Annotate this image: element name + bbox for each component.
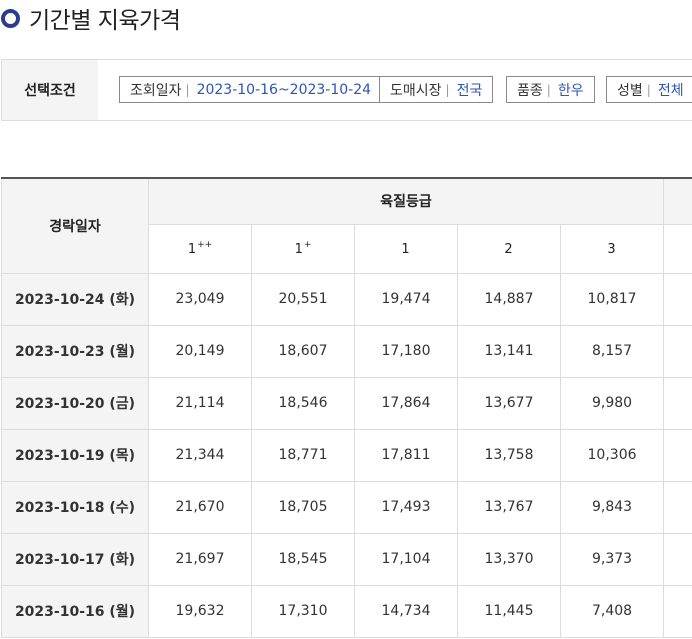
truncated-cell [663, 376, 692, 430]
truncated-cell [663, 480, 692, 534]
price-cell: 9,373 [559, 532, 665, 586]
grade-header: 2 [457, 223, 561, 274]
table-row: 2023-10-16 (월) 19,632 17,310 14,734 11,4… [1, 584, 692, 638]
price-cell: 18,705 [251, 480, 355, 534]
price-cell: 13,370 [457, 532, 561, 586]
price-cell: 21,670 [148, 480, 252, 534]
truncated-header [663, 223, 692, 274]
condition-value: 2023-10-16~2023-10-24 [196, 81, 372, 98]
price-cell: 18,545 [251, 532, 355, 586]
price-cell: 14,734 [354, 584, 458, 638]
condition-value: 전체 [657, 82, 684, 99]
price-cell: 18,546 [251, 376, 355, 430]
price-cell: 14,887 [457, 272, 561, 326]
price-cell: 13,767 [457, 480, 561, 534]
price-cell: 18,771 [251, 428, 355, 482]
price-cell: 7,408 [559, 584, 665, 638]
grade-header: 1++ [148, 223, 252, 274]
table-row: 2023-10-19 (목) 21,344 18,771 17,811 13,7… [1, 428, 692, 482]
price-cell: 17,104 [354, 532, 458, 586]
separator: | [546, 82, 551, 97]
truncated-cell [663, 584, 692, 638]
price-cell: 10,817 [559, 272, 665, 326]
price-cell: 19,632 [148, 584, 252, 638]
price-cell: 21,344 [148, 428, 252, 482]
price-cell: 21,697 [148, 532, 252, 586]
quality-grade-header: 육질등급 [147, 177, 665, 225]
search-conditions: 선택조건 조회일자 | 2023-10-16~2023-10-24 도매시장 |… [1, 59, 692, 121]
date-column-header: 경락일자 [1, 177, 149, 274]
title-bullet-icon [1, 8, 20, 28]
page-title: 기간별 지육가격 [29, 8, 181, 34]
separator: | [646, 82, 651, 97]
price-cell: 13,677 [457, 376, 561, 430]
row-date: 2023-10-19 (목) [1, 428, 149, 482]
price-cell: 10,306 [559, 428, 665, 482]
table-row: 2023-10-17 (화) 21,697 18,545 17,104 13,3… [1, 532, 692, 586]
price-cell: 20,551 [251, 272, 355, 326]
price-cell: 13,758 [457, 428, 561, 482]
row-date: 2023-10-17 (화) [1, 532, 149, 586]
condition-market[interactable]: 도매시장 | 전국 [379, 76, 494, 103]
price-cell: 21,114 [148, 376, 252, 430]
price-cell: 8,157 [559, 324, 665, 378]
price-cell: 17,811 [354, 428, 458, 482]
condition-breed[interactable]: 품종 | 한우 [506, 76, 595, 103]
condition-period[interactable]: 조회일자 | 2023-10-16~2023-10-24 [119, 76, 383, 103]
price-table: 경락일자 육질등급 1++ 1+ 1 2 3 2023-10-24 (화) 23… [1, 177, 692, 638]
truncated-cell [663, 428, 692, 482]
table-row: 2023-10-24 (화) 23,049 20,551 19,474 14,8… [1, 272, 692, 326]
separator: | [445, 82, 450, 97]
price-cell: 17,864 [354, 376, 458, 430]
row-date: 2023-10-20 (금) [1, 376, 149, 430]
grade-header: 1 [354, 223, 458, 274]
page-header: 기간별 지육가격 [0, 0, 181, 36]
conditions-label: 선택조건 [2, 60, 98, 120]
price-cell: 19,474 [354, 272, 458, 326]
condition-value: 한우 [557, 82, 584, 99]
price-cell: 17,180 [354, 324, 458, 378]
row-date: 2023-10-24 (화) [1, 272, 149, 326]
grade-header: 1+ [251, 223, 355, 274]
price-cell: 9,843 [559, 480, 665, 534]
separator: | [185, 82, 190, 97]
condition-key: 도매시장 [390, 82, 442, 99]
truncated-cell [663, 324, 692, 378]
truncated-cell [663, 272, 692, 326]
row-date: 2023-10-23 (월) [1, 324, 149, 378]
condition-sex[interactable]: 성별 | 전체 [606, 76, 692, 103]
price-cell: 18,607 [251, 324, 355, 378]
price-cell: 13,141 [457, 324, 561, 378]
price-cell: 20,149 [148, 324, 252, 378]
table-row: 2023-10-23 (월) 20,149 18,607 17,180 13,1… [1, 324, 692, 378]
price-cell: 17,493 [354, 480, 458, 534]
price-cell: 17,310 [251, 584, 355, 638]
row-date: 2023-10-18 (수) [1, 480, 149, 534]
truncated-header [663, 177, 692, 225]
table-row: 2023-10-18 (수) 21,670 18,705 17,493 13,7… [1, 480, 692, 534]
condition-value: 전국 [456, 82, 483, 99]
row-date: 2023-10-16 (월) [1, 584, 149, 638]
condition-key: 성별 [617, 82, 643, 99]
price-cell: 11,445 [457, 584, 561, 638]
table-row: 2023-10-20 (금) 21,114 18,546 17,864 13,6… [1, 376, 692, 430]
price-cell: 9,980 [559, 376, 665, 430]
condition-key: 품종 [517, 82, 543, 99]
price-cell: 23,049 [148, 272, 252, 326]
condition-key: 조회일자 [130, 82, 182, 99]
truncated-cell [663, 532, 692, 586]
grade-header: 3 [559, 223, 665, 274]
